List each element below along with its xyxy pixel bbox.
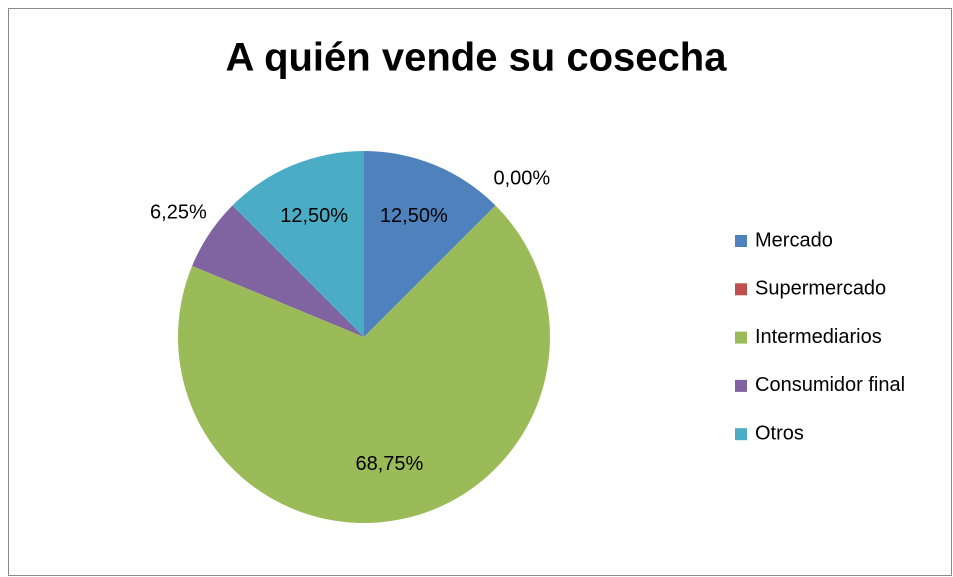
legend-label: Otros xyxy=(755,422,804,444)
legend-swatch xyxy=(735,331,747,344)
legend-label: Supermercado xyxy=(755,278,886,300)
data-label: 0,00% xyxy=(493,167,550,189)
data-label: 12,50% xyxy=(380,205,448,227)
legend-label: Consumidor final xyxy=(755,374,905,396)
pie-slice xyxy=(192,205,364,337)
legend-swatch xyxy=(735,235,747,247)
data-label: 6,25% xyxy=(150,201,207,223)
legend-swatch xyxy=(735,428,747,441)
legend-label: Intermediarios xyxy=(755,326,882,348)
legend-label: Mercado xyxy=(755,229,833,251)
legend-swatch xyxy=(735,379,747,392)
legend-swatch xyxy=(735,283,747,296)
pie-slice xyxy=(364,151,496,337)
pie-slice xyxy=(177,205,550,523)
pie-slice xyxy=(232,151,364,337)
data-label: 68,75% xyxy=(355,453,423,475)
data-label: 12,50% xyxy=(280,205,348,227)
chart-title: A quién vende su cosecha xyxy=(226,36,728,80)
